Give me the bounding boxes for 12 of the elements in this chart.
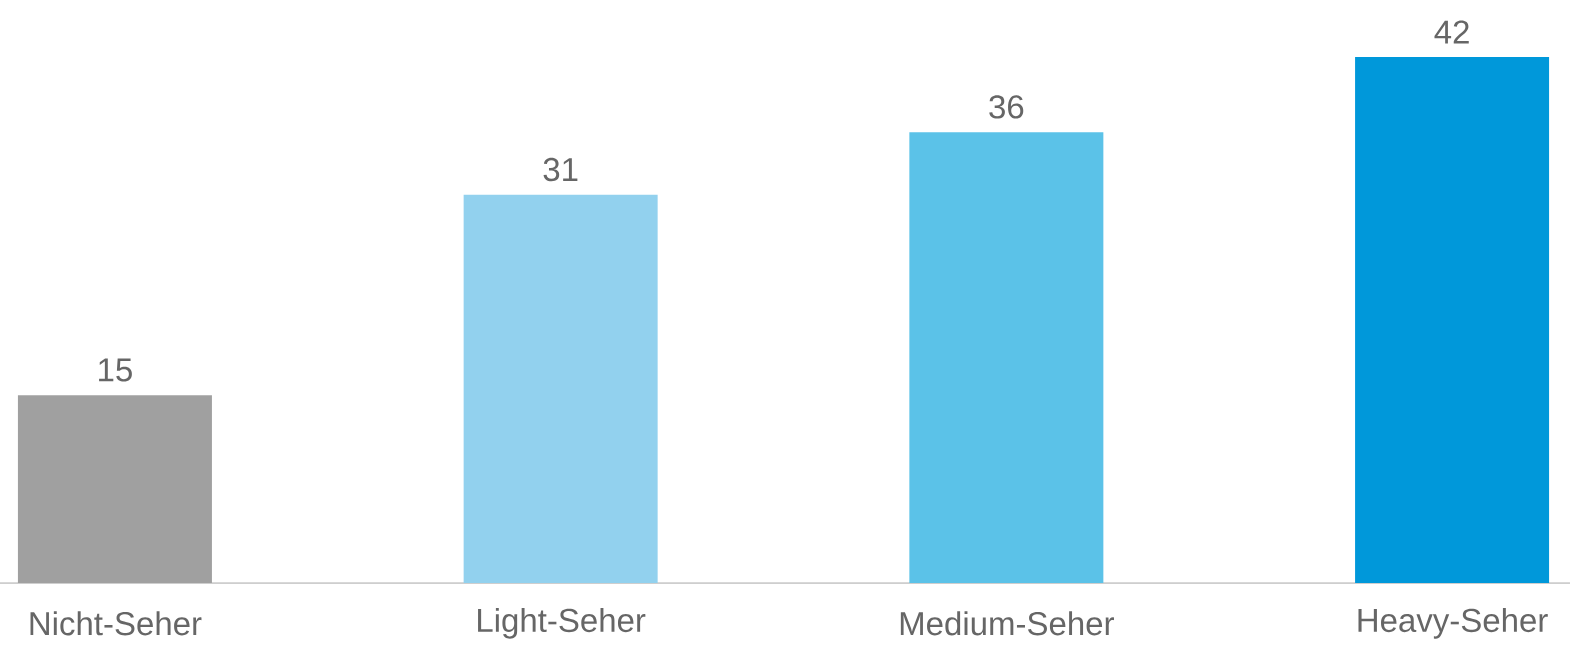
bar (17, 395, 212, 583)
data-label: 36 (989, 95, 1024, 119)
data-label: 31 (543, 157, 578, 182)
bar (463, 194, 658, 583)
x-tick-label: Light-Seher (478, 607, 646, 639)
bar (1355, 56, 1550, 583)
bar (909, 132, 1104, 583)
data-label: 15 (99, 358, 132, 382)
data-label: 42 (1434, 20, 1469, 44)
x-tick-label: Medium-Seher (900, 611, 1114, 636)
x-tick-label: Heavy-Seher (1358, 607, 1548, 639)
x-tick-label: Nicht-Seher (30, 611, 202, 636)
